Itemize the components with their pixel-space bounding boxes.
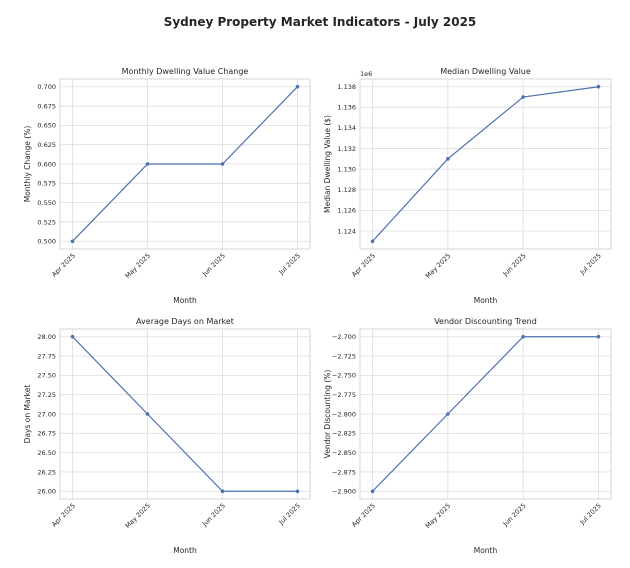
x-tick-label: Jun 2025 xyxy=(200,252,227,279)
y-tick-label: −2.750 xyxy=(332,372,356,380)
y-tick-label: 0.625 xyxy=(37,141,56,149)
data-point xyxy=(446,157,450,161)
x-axis-label: Month xyxy=(173,546,197,555)
y-tick-label: 26.25 xyxy=(37,468,56,476)
chart-panel-1: Monthly Dwelling Value Change 0.500 0.525 0… xyxy=(23,67,311,305)
y-tick-label: 1.134 xyxy=(337,124,356,132)
x-tick-label: Jul 2025 xyxy=(277,252,302,277)
data-point xyxy=(145,162,150,166)
x-tick-label: Jul 2025 xyxy=(578,252,603,277)
y-tick-label: 1.130 xyxy=(337,165,356,173)
chart-title: Median Dwelling Value xyxy=(440,67,531,76)
plot-frame xyxy=(359,78,612,250)
y-tick-label: −2.900 xyxy=(332,488,356,496)
y-tick-label: 1.136 xyxy=(337,104,356,112)
data-point xyxy=(596,84,601,89)
x-tick-label: May 2025 xyxy=(424,502,452,530)
x-tick-label: Apr 2025 xyxy=(350,502,377,529)
y-tick-label: 28.00 xyxy=(37,333,56,341)
y-tick-label: 27.25 xyxy=(37,391,56,399)
y-tick-label: 26.50 xyxy=(37,449,56,457)
data-point xyxy=(521,95,525,99)
chart-title: Average Days on Market xyxy=(136,317,234,326)
series-line xyxy=(72,86,298,242)
data-point xyxy=(220,162,225,166)
x-tick-label: Jun 2025 xyxy=(501,502,528,529)
y-tick-label: 0.700 xyxy=(37,83,56,91)
chart-panel-2: Median Dwelling Value 1.124 1.126 1.128 1.13… xyxy=(323,67,612,305)
chart-panel-3: Average Days on Market 26.00 26.25 26.50 26.… xyxy=(23,317,311,555)
x-tick-label: Jun 2025 xyxy=(501,252,528,279)
chart-panel-4: Vendor Discounting Trend −2.900 −2.875 −2.8… xyxy=(323,317,612,555)
figure-title: Sydney Property Market Indicators - July… xyxy=(164,15,477,29)
y-axis-label: Monthly Change (%) xyxy=(23,126,32,203)
x-tick-label: May 2025 xyxy=(424,252,452,280)
data-point xyxy=(521,334,525,339)
y-tick-label: 1.126 xyxy=(337,207,356,215)
x-tick-label: Jul 2025 xyxy=(277,502,302,527)
plot-frame xyxy=(59,328,311,500)
y-tick-label: 0.500 xyxy=(37,238,56,246)
y-tick-label: −2.875 xyxy=(332,468,356,476)
y-tick-label: 1.128 xyxy=(337,186,356,194)
y-tick-label: 1.124 xyxy=(337,227,356,235)
plot-frame xyxy=(359,328,612,500)
y-tick-label: 0.525 xyxy=(37,218,56,226)
data-point xyxy=(295,489,300,494)
chart-title: Monthly Dwelling Value Change xyxy=(122,67,249,76)
y-tick-label: −2.825 xyxy=(332,430,356,438)
x-tick-label: Apr 2025 xyxy=(50,502,77,529)
y-tick-label: 0.600 xyxy=(37,160,56,168)
x-axis-label: Month xyxy=(173,296,197,305)
data-point xyxy=(220,489,225,494)
x-tick-label: May 2025 xyxy=(124,502,152,530)
y-tick-label: 26.75 xyxy=(37,430,56,438)
y-tick-label: −2.850 xyxy=(332,449,356,457)
x-axis-label: Month xyxy=(474,546,498,555)
chart-title: Vendor Discounting Trend xyxy=(434,317,537,326)
y-tick-label: −2.775 xyxy=(332,391,356,399)
data-point xyxy=(370,489,375,494)
series-line xyxy=(72,336,298,492)
y-offset-label: 1e6 xyxy=(360,70,372,78)
data-point xyxy=(70,334,75,339)
y-tick-label: 27.50 xyxy=(37,372,56,380)
x-tick-label: Apr 2025 xyxy=(350,252,377,279)
y-tick-label: 27.00 xyxy=(37,410,56,418)
y-axis-label: Days on Market xyxy=(23,385,32,444)
chart-panels: Monthly Dwelling Value Change 0.500 0.525 0… xyxy=(23,67,612,555)
y-axis-label: Median Dwelling Value ($) xyxy=(323,115,332,213)
data-point xyxy=(596,334,601,339)
x-tick-label: May 2025 xyxy=(124,252,152,280)
y-tick-label: 1.138 xyxy=(337,83,356,91)
data-point xyxy=(70,239,75,244)
y-tick-label: 26.00 xyxy=(37,488,56,496)
y-tick-label: 0.575 xyxy=(37,180,56,188)
data-point xyxy=(446,412,450,416)
y-tick-label: 27.75 xyxy=(37,352,56,360)
data-point xyxy=(295,84,300,89)
y-tick-label: −2.800 xyxy=(332,410,356,418)
y-tick-label: −2.725 xyxy=(332,352,356,360)
data-point xyxy=(370,239,375,244)
series-line xyxy=(372,336,599,492)
y-axis-label: Vendor Discounting (%) xyxy=(323,370,332,459)
x-tick-label: Apr 2025 xyxy=(50,252,77,279)
series-line xyxy=(372,86,599,242)
y-tick-label: 0.650 xyxy=(37,122,56,130)
data-point xyxy=(145,412,150,416)
plot-frame xyxy=(59,78,311,250)
x-axis-label: Month xyxy=(474,296,498,305)
y-tick-label: 0.550 xyxy=(37,199,56,207)
x-tick-label: Jul 2025 xyxy=(578,502,603,527)
y-tick-label: 0.675 xyxy=(37,102,56,110)
y-tick-label: −2.700 xyxy=(332,333,356,341)
y-tick-label: 1.132 xyxy=(337,145,356,153)
x-tick-label: Jun 2025 xyxy=(200,502,227,529)
